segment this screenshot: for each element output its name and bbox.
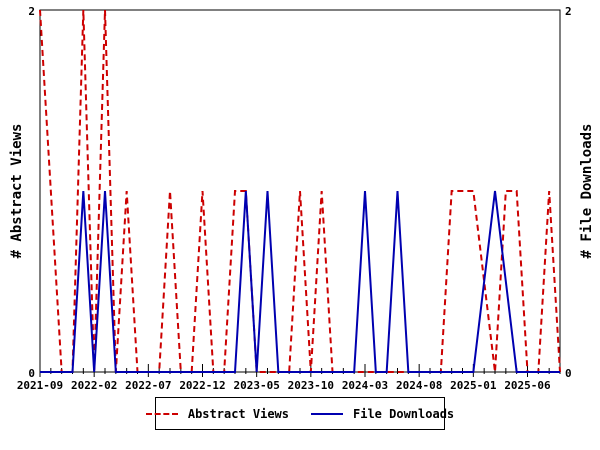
legend-item-abstract-views: Abstract Views (145, 406, 289, 421)
legend-label: Abstract Views (187, 406, 289, 421)
x-tick-label: 2022-12 (179, 379, 225, 392)
x-tick-label: 2023-10 (288, 379, 334, 392)
x-tick-label: 2024-03 (342, 379, 388, 392)
x-tick-label: 2022-02 (71, 379, 117, 392)
x-tick-label: 2023-05 (233, 379, 279, 392)
legend-item-file-downloads: File Downloads (311, 407, 454, 421)
y-left-axis-title: # Abstract Views (9, 124, 25, 259)
series-line-file-downloads (40, 190, 560, 373)
x-tick-label: 2024-08 (396, 379, 442, 392)
y-right-tick-label-max: 2 (565, 5, 572, 18)
legend-label: File Downloads (353, 406, 455, 421)
x-tick-label: 2025-01 (450, 379, 497, 392)
x-tick-label: 2025-06 (504, 379, 551, 392)
y-left-tick-label-max: 2 (28, 5, 35, 18)
axis-ticks: 2021-09 2022-02 2022-07 2022-12 2023-05 2023-… (17, 364, 561, 392)
file-downloads-line-sample-icon (311, 412, 343, 415)
legend: Abstract Views File Downloads (145, 397, 454, 430)
series-line-abstract-views (39, 9, 561, 373)
y-left-tick-label-min: 0 (28, 367, 35, 380)
x-tick-label: 2021-09 (17, 379, 63, 392)
abstract-views-line-sample-icon (145, 412, 178, 415)
y-right-axis-title: # File Downloads (579, 124, 595, 259)
x-tick-label: 2022-07 (125, 379, 171, 392)
y-right-tick-label-min: 0 (565, 367, 572, 380)
data-series (39, 9, 561, 373)
